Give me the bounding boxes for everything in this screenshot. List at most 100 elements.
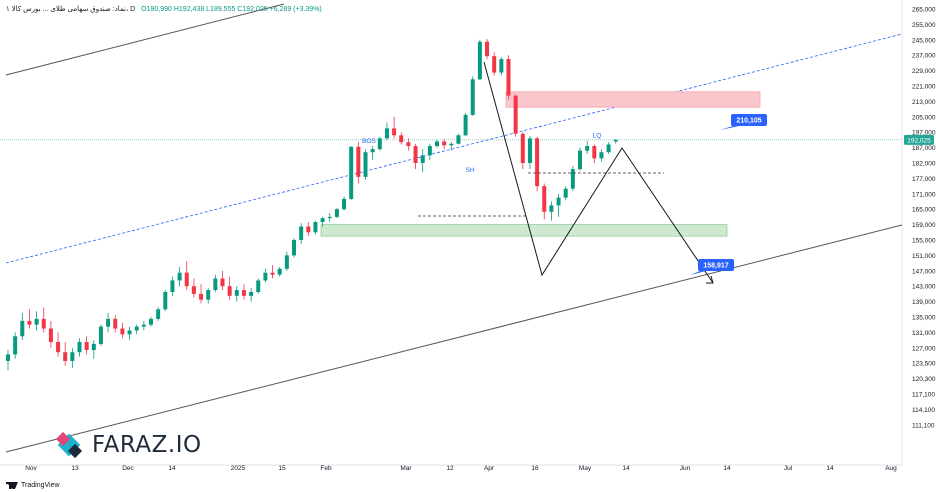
y-tick-label: 205,000	[912, 114, 936, 121]
candle-body	[63, 352, 68, 361]
x-tick-label: Aug	[885, 465, 897, 472]
y-tick-label: 182,000	[912, 161, 936, 168]
candle-body	[127, 330, 132, 335]
y-tick-label: 245,000	[912, 37, 936, 44]
candle-body	[334, 209, 339, 217]
candle-body	[220, 278, 225, 287]
y-tick-label: 171,000	[912, 191, 936, 198]
candle-body	[213, 278, 218, 291]
y-tick-label: 139,000	[912, 299, 936, 306]
x-tick-label: Dec	[122, 465, 134, 472]
candle-body	[499, 59, 504, 73]
candle-body	[456, 135, 461, 144]
y-tick-label: 117,100	[912, 392, 935, 399]
candle-body	[234, 290, 239, 296]
candle-body	[585, 146, 590, 151]
y-tick-label: 159,000	[912, 222, 936, 229]
y-tick-label: 221,000	[912, 84, 936, 91]
y-tick-label: 197,000	[912, 130, 936, 137]
watermark-text: FARAZ.IO	[92, 432, 202, 458]
y-tick-label: 265,000	[912, 7, 936, 14]
x-tick-label: 12	[446, 465, 454, 472]
y-tick-label: 177,000	[912, 176, 936, 183]
candle-body	[563, 188, 568, 198]
candle-body	[377, 138, 382, 150]
candle-body	[120, 328, 125, 335]
candle-body	[349, 146, 354, 199]
time-axis[interactable]: Nov 13 Dec 14 2025 15 Feb Mar 12 Apr 16 May 14 Jun 14 J…	[25, 465, 897, 472]
candle-body	[27, 320, 32, 325]
y-tick-label: 229,000	[912, 68, 936, 75]
candle-body	[98, 326, 103, 344]
candle-body	[306, 226, 311, 233]
x-tick-label: Jul	[784, 465, 793, 472]
annotation-sh: SH	[465, 167, 474, 174]
candle-body	[542, 186, 547, 212]
last-price-label: 192,025	[907, 137, 931, 144]
channel-mid-line	[5, 33, 903, 264]
candle-body	[406, 142, 411, 147]
y-tick-label: 123,500	[912, 361, 936, 368]
target-label: 158,917	[703, 263, 728, 270]
x-tick-label: 2025	[231, 465, 246, 472]
candle-body	[392, 128, 397, 136]
y-tick-label: 151,000	[912, 253, 936, 260]
x-tick-label: 14	[168, 465, 176, 472]
candle-body	[470, 79, 475, 115]
candle-body	[535, 138, 540, 187]
candle-body	[356, 146, 361, 177]
demand-zone[interactable]	[320, 224, 728, 237]
projected-arrow-head	[706, 275, 714, 284]
x-tick-label: 14	[826, 465, 834, 472]
candles-layer	[6, 39, 618, 371]
candle-body	[170, 280, 175, 292]
candle-body	[313, 222, 318, 233]
target-label-box[interactable]	[698, 259, 734, 271]
target-label-pointer	[690, 271, 706, 275]
candle-body	[606, 144, 611, 153]
analysis-drawings[interactable]	[418, 61, 714, 284]
price-change: +6,289 (+3.39%)	[269, 6, 322, 13]
y-tick-label: 131,000	[912, 330, 936, 337]
candle-body	[299, 226, 304, 240]
symbol-header: ۱ نماد: صندوق سهامی طلای ... بورس کالا، …	[6, 4, 322, 16]
candle-body	[363, 152, 368, 177]
candle-body	[578, 150, 582, 170]
y-tick-label: 213,000	[912, 99, 936, 106]
annotation-bos: BOS	[362, 138, 376, 145]
y-tick-label: 143,000	[912, 284, 936, 291]
candle-body	[184, 272, 189, 287]
trend-channel[interactable]	[5, 3, 903, 453]
x-tick-label: Nov	[25, 465, 37, 472]
candle-body	[485, 41, 490, 57]
candle-body	[84, 342, 89, 350]
candle-body	[156, 309, 161, 319]
candle-body	[263, 272, 268, 281]
target-label-box[interactable]	[731, 114, 767, 126]
supply-zone[interactable]	[505, 91, 761, 108]
axis-frame	[0, 0, 903, 466]
candle-body	[134, 326, 139, 331]
y-tick-label: 155,000	[912, 238, 936, 245]
x-tick-label: 13	[71, 465, 79, 472]
candle-body	[141, 324, 146, 327]
candle-body	[384, 128, 389, 139]
candle-body	[399, 135, 404, 143]
annotation-lq: LQ	[593, 133, 602, 140]
faraz-logo-icon	[55, 431, 83, 459]
channel-lower-line	[5, 224, 903, 453]
candle-body	[556, 197, 561, 206]
x-tick-label: Mar	[400, 465, 412, 472]
candle-body	[370, 149, 375, 153]
y-tick-label: 127,000	[912, 345, 936, 352]
candle-body	[149, 318, 153, 325]
candle-body	[427, 146, 432, 156]
candle-body	[241, 290, 246, 296]
price-axis[interactable]: 265,000 255,000 245,000 237,000 229,000 221,0…	[904, 7, 936, 430]
candle-body	[91, 343, 96, 350]
candle-body	[420, 155, 425, 163]
candle-body	[413, 146, 418, 163]
tradingview-logo[interactable]: TradingView	[6, 482, 60, 489]
candle-body	[327, 216, 332, 219]
